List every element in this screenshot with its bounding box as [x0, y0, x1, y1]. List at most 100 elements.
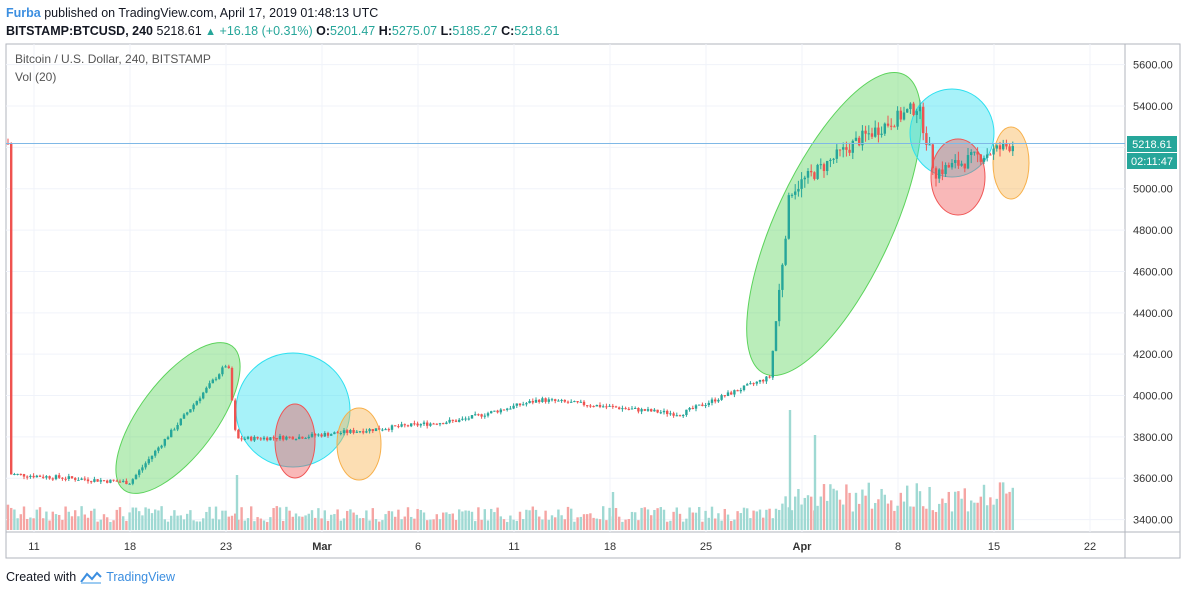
candle-body — [394, 425, 397, 427]
candle-body — [227, 366, 230, 368]
volume-bar — [342, 518, 346, 530]
volume-spike — [813, 435, 817, 530]
volume-bar — [336, 509, 339, 530]
volume-bar — [448, 513, 451, 530]
volume-bar — [621, 521, 624, 530]
candle-body — [285, 436, 288, 440]
candle-body — [957, 160, 960, 166]
volume-bar — [768, 508, 771, 530]
volume-bar — [502, 519, 506, 530]
time-tick-label: 11 — [508, 541, 519, 553]
candle-body — [192, 404, 195, 410]
candle-body — [26, 476, 29, 478]
candle-body — [960, 163, 963, 166]
candle-body — [733, 390, 736, 395]
candle-body — [563, 399, 566, 402]
volume-bar — [22, 506, 26, 530]
time-tick-label: 6 — [415, 541, 421, 553]
candle-body — [93, 479, 96, 482]
volume-bar — [618, 516, 621, 530]
volume-bar — [752, 510, 755, 530]
candle-body — [698, 404, 701, 406]
tradingview-brand[interactable]: TradingView — [106, 570, 175, 584]
volume-bar — [400, 519, 403, 530]
time-tick-label: Mar — [312, 541, 332, 553]
candle-body — [330, 434, 333, 436]
candle-body — [858, 137, 861, 146]
volume-bar — [192, 520, 195, 530]
volume-bar — [867, 482, 870, 530]
candle-body — [547, 399, 550, 402]
author-name[interactable]: Furba — [6, 6, 41, 20]
volume-bar — [394, 516, 397, 530]
volume-bar — [483, 509, 486, 530]
volume-bar — [659, 507, 662, 530]
candle-body — [77, 479, 80, 481]
candle-body — [832, 158, 835, 160]
candle-body — [131, 479, 134, 484]
volume-bar — [915, 483, 918, 530]
tradingview-logo-icon — [80, 571, 102, 584]
candle-body — [941, 169, 944, 175]
volume-bar — [893, 510, 896, 530]
volume-bar — [250, 506, 253, 530]
candle-body — [752, 383, 755, 385]
volume-bar — [582, 514, 586, 530]
volume-bar — [829, 484, 832, 530]
volume-bar — [922, 506, 925, 530]
candle-body — [586, 405, 589, 407]
volume-bar — [451, 513, 454, 530]
candle-body — [963, 163, 966, 169]
candle-body — [35, 475, 38, 478]
candle-body — [122, 480, 125, 482]
volume-bar — [790, 510, 794, 530]
candle-body — [870, 133, 874, 137]
volume-spike — [235, 475, 239, 530]
candle-body — [378, 428, 381, 430]
volume-bar — [710, 506, 714, 530]
candle-body — [560, 399, 563, 401]
candle-body — [893, 126, 896, 128]
candle-body — [694, 405, 698, 409]
volume-bar — [685, 518, 688, 530]
volume-bar — [125, 520, 128, 530]
volume-bar — [35, 509, 38, 530]
candle-body — [675, 415, 678, 417]
candle-body — [931, 144, 934, 169]
candle-body — [838, 149, 842, 151]
candle-body — [854, 137, 858, 141]
volume-bar — [928, 486, 931, 530]
candle-body — [166, 437, 170, 440]
volume-bar — [272, 508, 275, 530]
candle-body — [138, 470, 141, 475]
volume-bar — [851, 511, 854, 530]
volume-bar — [550, 515, 554, 530]
grid-lines — [6, 44, 1125, 532]
candle-body — [685, 409, 688, 416]
volume-bar — [317, 508, 320, 530]
open-label: O: — [316, 24, 331, 38]
volume-bar — [208, 506, 211, 530]
candle-body — [189, 409, 192, 413]
volume-bar — [704, 510, 707, 530]
candle-body — [243, 438, 246, 440]
candle-body — [781, 264, 784, 290]
close-value: 5218.61 — [514, 24, 560, 38]
volume-bar — [38, 507, 42, 530]
candle-body — [806, 171, 810, 178]
candle-body — [630, 408, 634, 410]
candle-body — [851, 140, 854, 153]
volume-bar — [61, 519, 64, 530]
candle-body — [1011, 146, 1014, 152]
candle-body — [502, 409, 506, 411]
candle-body — [822, 164, 826, 172]
candle-body — [480, 414, 483, 417]
candle-body — [746, 384, 749, 386]
candle-body — [509, 408, 512, 410]
low-value: 5185.27 — [452, 24, 498, 38]
volume-bar — [429, 519, 432, 530]
time-tick-label: 18 — [124, 541, 136, 553]
volume-bar — [592, 517, 595, 530]
volume-bar — [557, 509, 560, 530]
